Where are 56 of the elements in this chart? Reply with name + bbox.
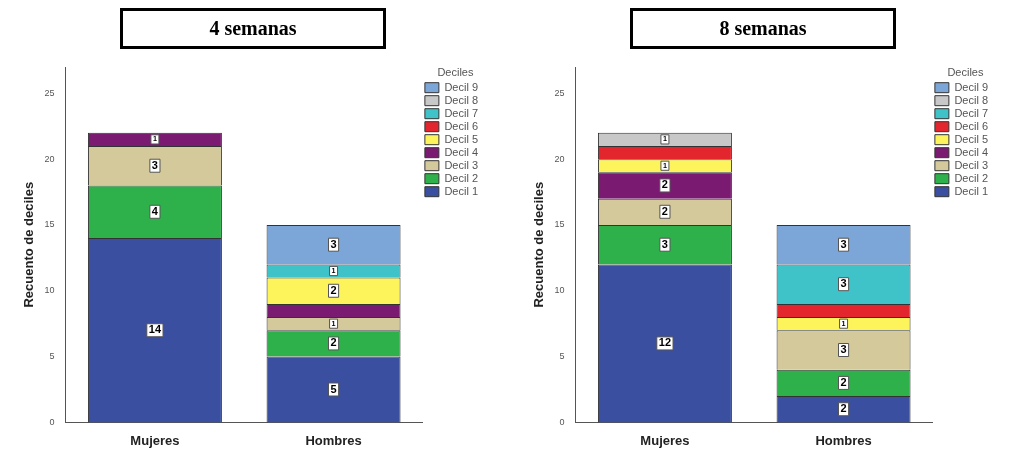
legend-title: Deciles: [437, 65, 474, 78]
data-label: 2: [840, 375, 847, 388]
chart-title: 4 semanas: [120, 8, 386, 49]
legend-title: Deciles: [947, 65, 984, 78]
data-label: 2: [330, 336, 337, 349]
legend-label: Decil 8: [444, 93, 478, 106]
y-tick-label: 25: [554, 87, 565, 98]
legend-label: Decil 6: [444, 119, 478, 132]
legend-label: Decil 1: [954, 184, 988, 197]
data-label: 3: [840, 237, 847, 250]
legend-label: Decil 3: [954, 158, 988, 171]
y-axis-title: Recuento de deciles: [531, 181, 547, 308]
legend-label: Decil 5: [954, 132, 988, 145]
y-tick-label: 20: [44, 153, 55, 164]
legend-label: Decil 8: [954, 93, 988, 106]
y-tick-label: 20: [554, 153, 565, 164]
data-label: 3: [661, 237, 668, 250]
y-tick-label: 0: [559, 416, 565, 427]
legend-label: Decil 2: [954, 171, 988, 184]
y-tick-label: 10: [554, 285, 565, 296]
legend-label: Decil 1: [444, 184, 478, 197]
data-label: 2: [840, 402, 847, 415]
x-tick-label: Hombres: [815, 432, 872, 448]
x-tick-label: Mujeres: [130, 432, 180, 448]
y-tick-label: 15: [554, 219, 565, 230]
data-label: 2: [661, 178, 668, 191]
data-label: 5: [330, 382, 337, 395]
legend-label: Decil 9: [444, 80, 478, 93]
legend-label: Decil 9: [954, 80, 988, 93]
legend-label: Decil 7: [954, 106, 988, 119]
x-tick-label: Mujeres: [640, 432, 690, 448]
y-tick-label: 10: [44, 285, 55, 296]
legend-label: Decil 6: [954, 119, 988, 132]
y-axis-title: Recuento de deciles: [21, 181, 37, 308]
data-label: 14: [148, 323, 162, 336]
legend-label: Decil 3: [444, 158, 478, 171]
legend-label: Decil 2: [444, 171, 478, 184]
chart-title: 8 semanas: [630, 8, 896, 49]
legend-label: Decil 4: [954, 145, 988, 158]
y-tick-label: 5: [49, 351, 55, 362]
data-label: 3: [151, 158, 158, 171]
y-tick-label: 0: [49, 416, 55, 427]
data-label: 3: [840, 343, 847, 356]
data-label: 2: [661, 204, 668, 217]
legend-label: Decil 4: [444, 145, 478, 158]
y-tick-label: 25: [44, 87, 55, 98]
y-tick-label: 5: [559, 351, 565, 362]
x-tick-label: Hombres: [305, 432, 362, 448]
legend-label: Decil 5: [444, 132, 478, 145]
data-label: 4: [151, 204, 159, 217]
y-tick-label: 15: [44, 219, 55, 230]
legend-label: Decil 7: [444, 106, 478, 119]
data-label: 3: [330, 237, 337, 250]
data-label: 12: [658, 336, 672, 349]
data-label: 2: [330, 283, 337, 296]
data-label: 3: [840, 277, 847, 290]
